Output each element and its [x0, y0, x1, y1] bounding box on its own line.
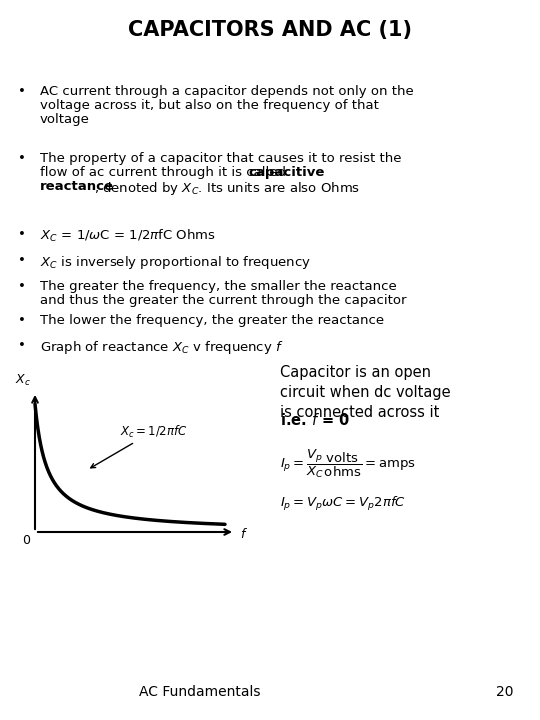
Text: •: • [18, 339, 26, 352]
Text: •: • [18, 228, 26, 241]
Text: $X_c = 1/2\pi fC$: $X_c = 1/2\pi fC$ [120, 424, 188, 440]
Text: AC Fundamentals: AC Fundamentals [139, 685, 261, 699]
Text: The greater the frequency, the smaller the reactance: The greater the frequency, the smaller t… [40, 280, 397, 293]
Text: reactance: reactance [40, 180, 114, 193]
Text: capacitive: capacitive [248, 166, 325, 179]
Text: voltage across it, but also on the frequency of that: voltage across it, but also on the frequ… [40, 99, 379, 112]
Text: Graph of reactance $X_C$ v frequency $\mathit{f}$: Graph of reactance $X_C$ v frequency $\m… [40, 339, 284, 356]
Text: •: • [18, 314, 26, 327]
Text: , denoted by $X_C$. Its units are also Ohms: , denoted by $X_C$. Its units are also O… [94, 180, 360, 197]
Text: i.e. $\mathit{f}$ = 0: i.e. $\mathit{f}$ = 0 [280, 412, 350, 428]
Text: $I_p = \dfrac{V_p}{X_C}\dfrac{\mathrm{volts}}{\mathrm{ohms}} = \mathrm{amps}$: $I_p = \dfrac{V_p}{X_C}\dfrac{\mathrm{vo… [280, 448, 416, 480]
Text: 20: 20 [496, 685, 514, 699]
Text: flow of ac current through it is called: flow of ac current through it is called [40, 166, 291, 179]
Text: voltage: voltage [40, 113, 90, 126]
Text: •: • [18, 254, 26, 267]
Text: $X_C$ is inversely proportional to frequency: $X_C$ is inversely proportional to frequ… [40, 254, 311, 271]
Text: and thus the greater the current through the capacitor: and thus the greater the current through… [40, 294, 407, 307]
Text: $I_p = V_p\omega C = V_p 2\pi fC$: $I_p = V_p\omega C = V_p 2\pi fC$ [280, 495, 406, 513]
Text: $f$: $f$ [240, 527, 248, 541]
Text: $X_C$ = 1/$\omega$C = 1/2$\pi$fC Ohms: $X_C$ = 1/$\omega$C = 1/2$\pi$fC Ohms [40, 228, 215, 244]
Text: CAPACITORS AND AC (1): CAPACITORS AND AC (1) [128, 20, 412, 40]
Text: •: • [18, 152, 26, 165]
Text: 0: 0 [22, 534, 30, 547]
Text: The property of a capacitor that causes it to resist the: The property of a capacitor that causes … [40, 152, 402, 165]
Text: $X_c$: $X_c$ [15, 373, 31, 388]
Text: •: • [18, 85, 26, 98]
Text: AC current through a capacitor depends not only on the: AC current through a capacitor depends n… [40, 85, 414, 98]
Text: •: • [18, 280, 26, 293]
Text: The lower the frequency, the greater the reactance: The lower the frequency, the greater the… [40, 314, 384, 327]
Text: Capacitor is an open
circuit when dc voltage
is connected across it: Capacitor is an open circuit when dc vol… [280, 365, 450, 420]
